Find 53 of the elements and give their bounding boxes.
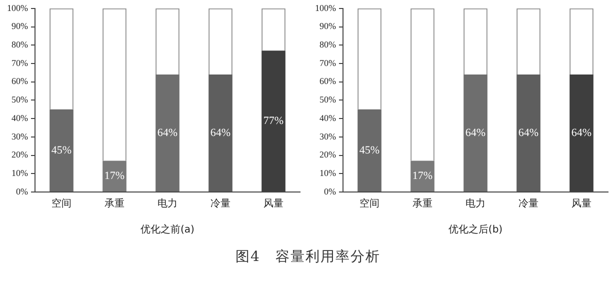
x-tick-label: 电力 [466, 198, 486, 210]
x-tick-label: 风量 [572, 198, 592, 210]
x-tick-label: 承重 [412, 198, 432, 210]
y-tick-label: 60% [11, 76, 28, 86]
data-label: 64% [210, 126, 231, 139]
x-tick-label: 电力 [158, 198, 178, 210]
x-tick-label: 冷量 [518, 198, 538, 210]
data-label: 77% [263, 114, 284, 127]
y-tick-label: 10% [11, 168, 28, 178]
bar [464, 74, 488, 192]
x-tick-label: 风量 [264, 198, 284, 210]
y-tick-label: 90% [319, 21, 336, 32]
y-tick-label: 50% [11, 94, 28, 105]
y-tick-label: 20% [11, 150, 28, 160]
caption: 图4 容量利用率分析 [234, 248, 382, 266]
x-tick-label: 承重 [104, 198, 124, 210]
y-tick-label: 80% [319, 39, 336, 50]
y-tick-label: 70% [319, 58, 336, 68]
y-tick-label: 40% [319, 112, 336, 123]
x-axis-title: 优化之后(b) [448, 224, 503, 236]
y-tick-label: 10% [319, 168, 336, 178]
y-tick-label: 100% [6, 2, 28, 13]
y-tick-label: 60% [319, 76, 336, 86]
y-tick-label: 100% [314, 2, 336, 13]
y-tick-label: 80% [11, 39, 28, 50]
data-label: 64% [518, 126, 539, 139]
bar [410, 160, 434, 192]
data-label: 17% [104, 170, 125, 182]
data-label: 64% [571, 126, 592, 139]
y-tick-label: 20% [319, 150, 336, 160]
x-axis-title: 优化之前(a) [140, 224, 195, 236]
y-tick-label: 40% [11, 112, 28, 123]
x-tick-label: 空间 [51, 198, 72, 210]
bar [156, 74, 180, 192]
data-label: 17% [412, 170, 433, 182]
y-tick-label: 70% [11, 58, 28, 68]
y-tick-label: 0% [16, 186, 28, 196]
bar [516, 74, 540, 192]
data-label: 45% [359, 144, 380, 156]
y-tick-label: 30% [11, 131, 28, 142]
bar [208, 74, 232, 192]
data-label: 64% [157, 126, 178, 139]
x-tick-label: 冷量 [210, 198, 230, 210]
x-tick-label: 空间 [359, 198, 380, 210]
y-tick-label: 90% [11, 21, 28, 32]
bar [50, 109, 74, 192]
bar [358, 109, 382, 192]
y-tick-label: 50% [319, 94, 336, 105]
data-label: 64% [465, 126, 486, 139]
y-tick-label: 0% [324, 186, 336, 196]
data-label: 45% [51, 144, 72, 156]
y-tick-label: 30% [319, 131, 336, 142]
bar [102, 160, 126, 192]
